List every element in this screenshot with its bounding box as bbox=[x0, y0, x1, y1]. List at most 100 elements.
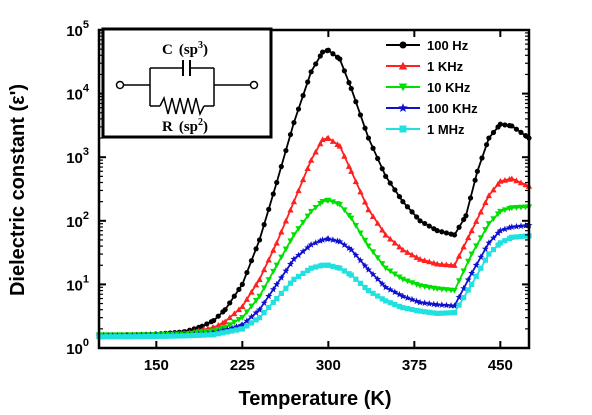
data-point bbox=[278, 163, 284, 170]
data-point bbox=[443, 301, 450, 309]
data-point bbox=[239, 303, 246, 310]
data-point bbox=[215, 331, 221, 337]
data-point bbox=[283, 147, 289, 154]
data-point bbox=[256, 276, 263, 282]
data-point bbox=[304, 244, 312, 251]
legend-label: 10 KHz bbox=[427, 80, 471, 95]
data-point bbox=[409, 306, 415, 313]
data-point bbox=[243, 317, 251, 324]
data-point bbox=[482, 257, 489, 263]
data-point bbox=[378, 280, 386, 287]
data-point bbox=[477, 253, 485, 260]
data-point bbox=[409, 209, 415, 215]
data-point bbox=[273, 239, 280, 246]
data-point bbox=[369, 213, 377, 219]
data-point bbox=[222, 318, 229, 325]
data-point bbox=[222, 307, 228, 313]
data-point bbox=[379, 166, 385, 172]
data-point bbox=[431, 310, 437, 316]
data-point bbox=[501, 177, 509, 183]
data-point bbox=[125, 334, 131, 340]
data-point bbox=[295, 226, 302, 232]
data-point bbox=[451, 262, 458, 268]
data-point bbox=[291, 276, 297, 282]
data-point bbox=[239, 281, 245, 287]
data-point bbox=[451, 302, 458, 309]
data-point bbox=[486, 135, 492, 141]
data-point bbox=[387, 300, 393, 306]
data-point bbox=[270, 247, 277, 253]
data-point bbox=[278, 290, 284, 297]
x-axis-title: Temperature (K) bbox=[239, 388, 392, 410]
data-point bbox=[490, 216, 497, 222]
data-point bbox=[287, 238, 294, 245]
data-point bbox=[374, 255, 381, 261]
data-point bbox=[443, 261, 450, 268]
plot-marks bbox=[95, 47, 533, 340]
data-point bbox=[153, 333, 159, 340]
data-point bbox=[513, 177, 520, 184]
data-point bbox=[417, 218, 423, 224]
data-point bbox=[365, 266, 372, 273]
legend-marker bbox=[398, 83, 408, 92]
data-point bbox=[325, 47, 331, 53]
data-point bbox=[468, 251, 475, 258]
data-point bbox=[501, 207, 509, 214]
data-point bbox=[392, 301, 398, 308]
data-point bbox=[482, 199, 489, 206]
x-tick-label: 375 bbox=[402, 357, 427, 374]
data-point bbox=[261, 309, 267, 316]
data-point bbox=[451, 310, 458, 316]
data-point bbox=[278, 228, 285, 235]
legend-marker bbox=[399, 125, 407, 133]
data-point bbox=[443, 287, 450, 293]
data-point bbox=[256, 237, 263, 243]
data-point bbox=[508, 223, 516, 230]
data-point bbox=[313, 264, 319, 270]
data-point bbox=[422, 220, 428, 227]
data-point bbox=[369, 249, 377, 256]
series-4 bbox=[96, 233, 532, 340]
data-point bbox=[353, 99, 359, 105]
data-point bbox=[438, 301, 446, 308]
data-point bbox=[447, 302, 455, 309]
data-point bbox=[278, 254, 285, 261]
data-point bbox=[434, 286, 441, 293]
data-point bbox=[426, 258, 433, 265]
data-point bbox=[273, 280, 281, 288]
data-point bbox=[308, 156, 315, 163]
y-tick-label: 100 bbox=[66, 337, 89, 358]
data-point bbox=[270, 299, 276, 305]
data-point bbox=[299, 176, 307, 183]
data-point bbox=[226, 314, 233, 321]
data-point bbox=[497, 240, 503, 246]
data-point bbox=[490, 246, 497, 253]
x-tick-label: 300 bbox=[316, 357, 341, 374]
data-point bbox=[224, 329, 231, 335]
data-point bbox=[319, 136, 326, 143]
data-point bbox=[426, 223, 432, 229]
data-point bbox=[404, 306, 411, 312]
series-line bbox=[99, 137, 530, 336]
data-point bbox=[282, 246, 290, 253]
data-point bbox=[396, 243, 403, 250]
data-point bbox=[256, 293, 263, 300]
data-point bbox=[211, 317, 217, 324]
data-point bbox=[396, 193, 403, 200]
data-point bbox=[320, 262, 326, 268]
data-point bbox=[494, 180, 502, 187]
data-point bbox=[497, 208, 504, 215]
data-point bbox=[438, 261, 445, 267]
data-point bbox=[337, 56, 343, 62]
data-point bbox=[455, 278, 463, 284]
data-point bbox=[375, 293, 381, 299]
data-point bbox=[478, 265, 484, 271]
data-point bbox=[248, 303, 255, 310]
data-point bbox=[522, 222, 529, 229]
legend: 100 Hz 1 KHz 10 KHz 100 KHz 1 MHz bbox=[386, 38, 478, 137]
x-tick-label: 450 bbox=[488, 357, 513, 374]
data-point bbox=[485, 192, 492, 199]
data-point bbox=[256, 315, 263, 321]
data-point bbox=[269, 285, 277, 293]
data-point bbox=[426, 284, 433, 291]
